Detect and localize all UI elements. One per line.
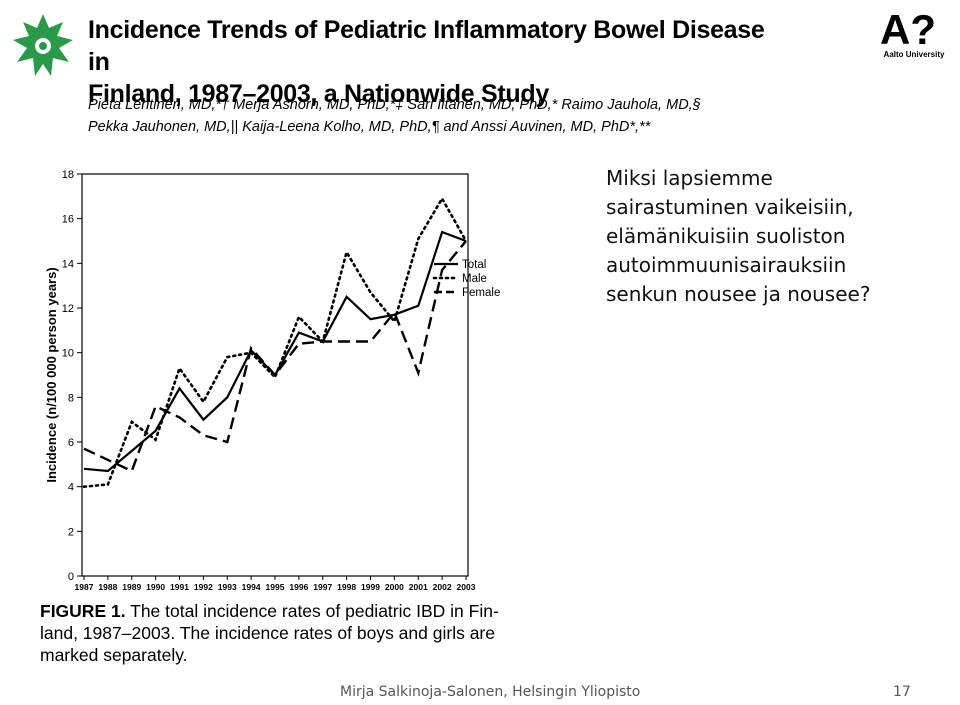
x-tick-label: 2001 [409, 582, 428, 592]
question-line-1: Miksi lapsiemme [606, 166, 773, 190]
question-text: Miksi lapsiemme sairastuminen vaikeisiin… [606, 164, 926, 309]
question-line-4: autoimmuunisairauksiin [606, 253, 847, 277]
university-logo-icon [13, 14, 73, 76]
x-tick-label: 1998 [337, 582, 356, 592]
incidence-line-chart: 0 2 4 6 8 10 12 14 16 18 1987 1988 1989 1990 1991 1992 1… [44, 169, 500, 592]
y-tick-label: 0 [68, 571, 74, 583]
x-tick-label: 1990 [146, 582, 165, 592]
y-tick-label: 2 [68, 526, 74, 538]
x-tick-label: 1989 [122, 582, 141, 592]
legend-label-total: Total [462, 259, 486, 271]
question-line-3: elämänikuisiin suoliston [606, 224, 846, 248]
author-line-1: Pieta Lehtinen, MD,*† Merja Ashorn, MD, … [88, 97, 701, 113]
y-tick-label: 8 [68, 392, 74, 404]
figure-caption: FIGURE 1. The total incidence rates of p… [40, 600, 550, 666]
x-tick-label: 1995 [266, 582, 285, 592]
caption-line-2: land, 1987–2003. The incidence rates of … [40, 623, 495, 643]
x-tick-label: 1994 [242, 582, 261, 592]
aalto-caption: Aalto University [883, 50, 945, 59]
y-tick-label: 14 [62, 258, 74, 270]
aalto-logo-mark: A? [880, 6, 936, 53]
x-tick-label: 1992 [194, 582, 213, 592]
page-number: 17 [893, 684, 911, 700]
caption-line-3: marked separately. [40, 645, 188, 665]
caption-line-1-text: The total incidence rates of pediatric I… [125, 601, 499, 621]
series-line-female [83, 240, 467, 473]
caption-line-1: FIGURE 1. The total incidence rates of p… [40, 600, 550, 622]
x-tick-label: 1999 [361, 582, 380, 592]
caption-figure-label: FIGURE 1. [40, 601, 126, 621]
y-tick-label: 10 [62, 348, 74, 360]
question-line-5: senkun nousee ja nousee? [606, 282, 871, 306]
x-tick-label: 1997 [313, 582, 332, 592]
y-tick-label: 16 [62, 214, 74, 226]
x-tick-label: 1988 [98, 582, 117, 592]
x-tick-label: 2000 [385, 582, 404, 592]
question-line-2: sairastuminen vaikeisiin, [606, 195, 854, 219]
y-axis-label: Incidence (n/100 000 person years) [44, 267, 59, 482]
x-tick-label: 1987 [75, 582, 94, 592]
author-list: Pieta Lehtinen, MD,*† Merja Ashorn, MD, … [88, 94, 768, 138]
legend-label-female: Female [462, 287, 500, 299]
y-tick-label: 6 [68, 437, 74, 449]
footer-author: Mirja Salkinoja-Salonen, Helsingin Yliop… [340, 684, 641, 700]
x-tick-label: 2002 [433, 582, 452, 592]
x-tick-label: 1996 [289, 582, 308, 592]
series-line-male [82, 196, 468, 489]
aalto-logo-icon: A? [880, 6, 936, 53]
x-tick-label: 2003 [457, 582, 476, 592]
x-tick-label: 1993 [218, 582, 237, 592]
paper-title-line-1: Incidence Trends of Pediatric Inflammato… [88, 16, 765, 76]
y-tick-label: 4 [68, 482, 74, 494]
paper-title-line-2: Finland, 1987–2003, a Nationwide Study [88, 80, 549, 108]
paper-title: Incidence Trends of Pediatric Inflammato… [88, 14, 788, 110]
legend-label-male: Male [462, 273, 487, 285]
y-tick-label: 12 [62, 303, 74, 315]
x-tick-label: 1991 [170, 582, 189, 592]
y-tick-label: 18 [62, 169, 74, 181]
author-line-2: Pekka Jauhonen, MD,|| Kaija-Leena Kolho,… [88, 119, 651, 135]
